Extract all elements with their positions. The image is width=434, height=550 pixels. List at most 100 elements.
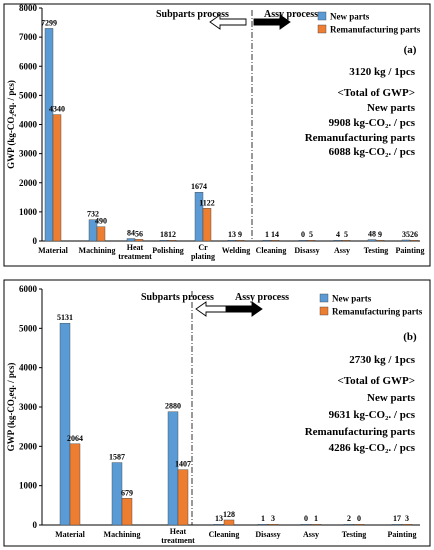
data-label: 1 <box>265 230 269 239</box>
bar-remanufacturing-parts <box>409 239 419 242</box>
data-label: 0 <box>357 514 361 523</box>
data-label: 5 <box>309 230 313 239</box>
bar-remanufacturing-parts <box>134 239 144 242</box>
bar-remanufacturing-parts <box>223 519 235 526</box>
bar-new-parts <box>343 524 355 526</box>
y-tick-label: 5000 <box>19 90 38 100</box>
data-label: 26 <box>410 230 418 239</box>
bar-new-parts <box>333 239 343 242</box>
category-label: Machining <box>104 530 141 539</box>
data-label: 3 <box>271 514 275 523</box>
annotation-line: 4286 kg-CO₂. / pcs <box>329 442 416 454</box>
panel-label: (a) <box>404 44 417 56</box>
annotation-line: 6088 kg-CO₂. / pcs <box>329 146 416 158</box>
legend-label: New parts <box>330 12 370 22</box>
y-tick-label: 4000 <box>19 363 38 373</box>
assy-process-label: Assy process <box>264 9 318 20</box>
bar-remanufacturing-parts <box>401 524 413 526</box>
category-label: Cr <box>198 243 208 252</box>
category-label: Disassy <box>294 246 319 255</box>
y-tick-label: 5000 <box>19 323 38 333</box>
bar-remanufacturing-parts <box>306 239 316 242</box>
panel-frame <box>3 3 431 267</box>
annotation-line: 9908 kg-CO₂. / pcs <box>329 117 416 129</box>
category-label: Material <box>55 530 86 539</box>
data-label: 4340 <box>49 105 65 114</box>
data-label: 9 <box>378 230 382 239</box>
bar-remanufacturing-parts <box>96 226 106 242</box>
legend: New parts Remanufacturing parts <box>319 294 423 317</box>
bar-remanufacturing-parts <box>235 239 245 242</box>
y-tick-label: 1000 <box>19 207 38 217</box>
bar-remanufacturing-parts <box>52 114 62 242</box>
bar-new-parts <box>262 239 272 242</box>
chart-panel-1: 0 1000 2000 3000 4000 5000 6000 7000 8000 GWP (kg… <box>3 3 431 267</box>
left-arrow-icon <box>209 14 247 30</box>
bar-new-parts <box>44 28 54 242</box>
data-label: 732 <box>87 210 99 219</box>
legend-label: New parts <box>332 294 372 304</box>
annotation-line: 9631 kg-CO₂. / pcs <box>329 409 416 421</box>
legend-swatch <box>317 11 327 21</box>
subparts-process-label: Subparts process <box>156 9 229 20</box>
data-label: 0 <box>301 230 305 239</box>
y-tick-label: 2000 <box>19 441 38 451</box>
data-label: 5131 <box>57 313 73 322</box>
category-label: Cleaning <box>256 246 287 255</box>
bar-new-parts <box>401 239 411 242</box>
data-label: 56 <box>135 229 143 238</box>
category-label: Heat <box>170 527 187 536</box>
y-tick-label: 2000 <box>19 178 38 188</box>
data-label: 35 <box>402 230 410 239</box>
data-label: 2 <box>347 514 351 523</box>
y-axis-label: GWP (kg-CO₂eq. / pcs) <box>6 363 16 452</box>
bar-new-parts <box>167 411 179 526</box>
bar-new-parts <box>126 238 136 242</box>
y-tick-label: 6000 <box>19 61 38 71</box>
bar-new-parts <box>298 239 308 242</box>
data-label: 5 <box>344 230 348 239</box>
data-label: 1674 <box>191 182 207 191</box>
assy-process-label: Assy process <box>235 292 289 303</box>
bar-new-parts <box>367 239 377 242</box>
data-label: 9 <box>238 230 242 239</box>
annotation-line: 2730 kg / 1pcs <box>349 354 415 366</box>
bar-remanufacturing-parts <box>121 498 133 526</box>
y-tick-label: 8000 <box>19 3 38 13</box>
bar-new-parts <box>59 322 71 526</box>
category-label: Testing <box>364 246 389 255</box>
bar-remanufacturing-parts <box>341 239 351 242</box>
panel-label: (b) <box>403 331 417 343</box>
bar-new-parts <box>227 239 237 242</box>
y-tick-label: 1000 <box>19 481 38 491</box>
y-tick-label: 3000 <box>19 402 38 412</box>
data-label: 0 <box>304 514 308 523</box>
data-label: 128 <box>223 510 235 519</box>
y-tick-label: 7000 <box>19 32 38 42</box>
data-label: 7299 <box>41 18 57 27</box>
category-label: treatment <box>118 252 152 261</box>
bar-remanufacturing-parts <box>69 443 81 526</box>
right-arrow-icon <box>253 14 291 30</box>
data-label: 1 <box>261 514 265 523</box>
data-label: 48 <box>368 230 376 239</box>
annotation-line: <Total of GWP> <box>337 375 415 387</box>
data-label: 13 <box>215 514 223 523</box>
category-label: Heat <box>127 243 144 252</box>
bar-new-parts <box>159 239 169 242</box>
legend-label: Remanufacturing parts <box>332 307 423 317</box>
bar-remanufacturing-parts <box>375 239 385 242</box>
data-label: 4 <box>336 230 340 239</box>
bar-new-parts <box>391 524 403 526</box>
annotation-line: 3120 kg / 1pcs <box>349 66 415 78</box>
category-label: Welding <box>222 246 250 255</box>
category-label: Testing <box>342 530 367 539</box>
annotation-line: New parts <box>367 392 416 404</box>
category-label: Assy <box>334 246 350 255</box>
category-label: Assy <box>303 530 319 539</box>
annotation-line: <Total of GWP> <box>337 87 415 99</box>
chart-panel-2: 0 1000 2000 3000 4000 5000 6000 GWP (kg-CO₂eq. … <box>3 279 431 547</box>
annotation-line: New parts <box>367 102 416 114</box>
data-label: 1407 <box>175 460 191 469</box>
